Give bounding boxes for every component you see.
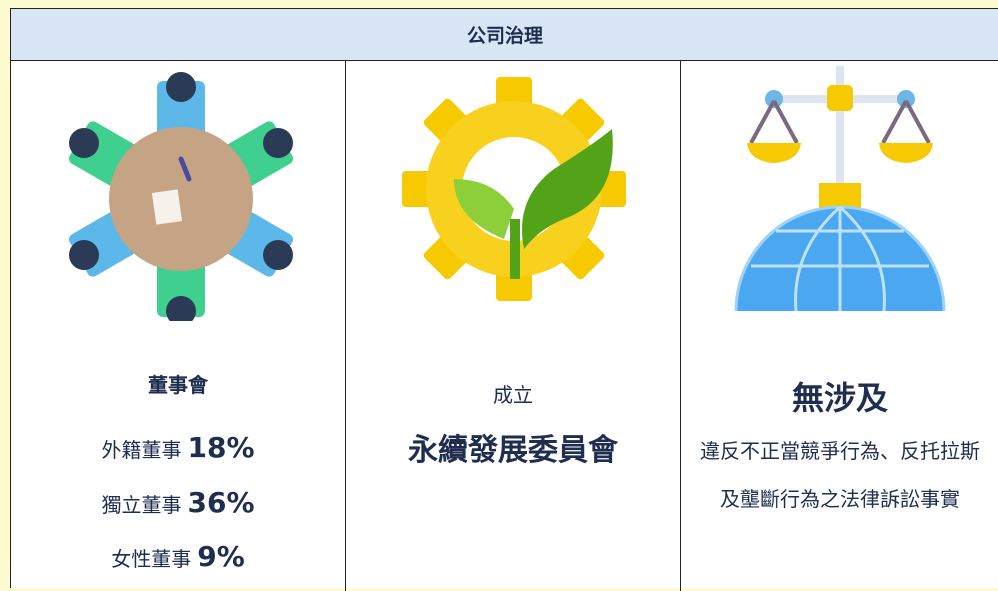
- committee-column: 成立 永續發展委員會: [346, 61, 681, 591]
- item-label: 外籍董事: [101, 438, 182, 462]
- board-icon: [69, 72, 293, 321]
- justice-icon: [734, 66, 946, 312]
- committee-subheading: 成立: [493, 383, 533, 407]
- committee-heading: 永續發展委員會: [408, 433, 618, 468]
- item-value: 9%: [197, 540, 245, 573]
- table-title: 公司治理: [11, 9, 998, 61]
- item-label: 獨立董事: [101, 493, 182, 517]
- table: 公司治理 董事會 外籍董事 18% 獨立董事 36% 女性董事 9%: [10, 8, 998, 591]
- board-item: 外籍董事 18%: [11, 431, 345, 464]
- board-heading: 董事會: [148, 373, 208, 397]
- board-item: 獨立董事 36%: [11, 486, 345, 519]
- item-label: 女性董事: [111, 547, 192, 571]
- compliance-description: 違反不正當競爭行為、反托拉斯及壟斷行為之法律訴訟事實: [700, 439, 980, 511]
- gear-icon: [402, 77, 626, 301]
- board-item: 女性董事 9%: [11, 540, 345, 573]
- compliance-column: 無涉及 違反不正當競爭行為、反托拉斯及壟斷行為之法律訴訟事實: [681, 61, 998, 591]
- item-value: 36%: [187, 486, 255, 519]
- compliance-heading: 無涉及: [791, 379, 888, 417]
- board-column: 董事會 外籍董事 18% 獨立董事 36% 女性董事 9%: [11, 61, 346, 591]
- item-value: 18%: [187, 431, 255, 464]
